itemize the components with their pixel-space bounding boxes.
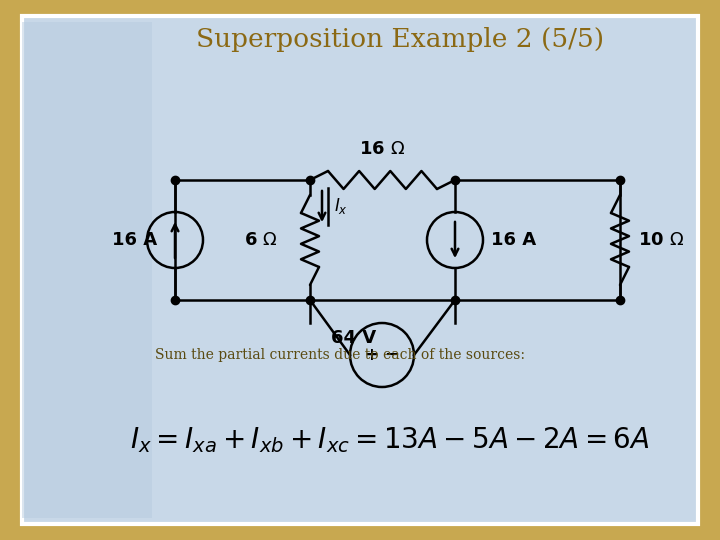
Text: 6 $\Omega$: 6 $\Omega$ — [244, 231, 278, 249]
Text: $I_x = I_{xa} + I_{xb} + I_{xc} = 13A - 5A - 2A = 6A$: $I_x = I_{xa} + I_{xb} + I_{xc} = 13A - … — [130, 425, 649, 455]
Text: 64 V: 64 V — [331, 329, 377, 347]
Text: +: + — [364, 346, 378, 364]
FancyBboxPatch shape — [22, 22, 152, 518]
Text: Superposition Example 2 (5/5): Superposition Example 2 (5/5) — [196, 28, 604, 52]
Text: 16 $\Omega$: 16 $\Omega$ — [359, 140, 405, 158]
Text: $I_x$: $I_x$ — [334, 197, 348, 217]
Text: 16 A: 16 A — [112, 231, 157, 249]
Text: 16 A: 16 A — [491, 231, 536, 249]
Text: 10 $\Omega$: 10 $\Omega$ — [638, 231, 684, 249]
Text: Sum the partial currents due to each of the sources:: Sum the partial currents due to each of … — [155, 348, 525, 362]
Text: −: − — [384, 346, 400, 364]
